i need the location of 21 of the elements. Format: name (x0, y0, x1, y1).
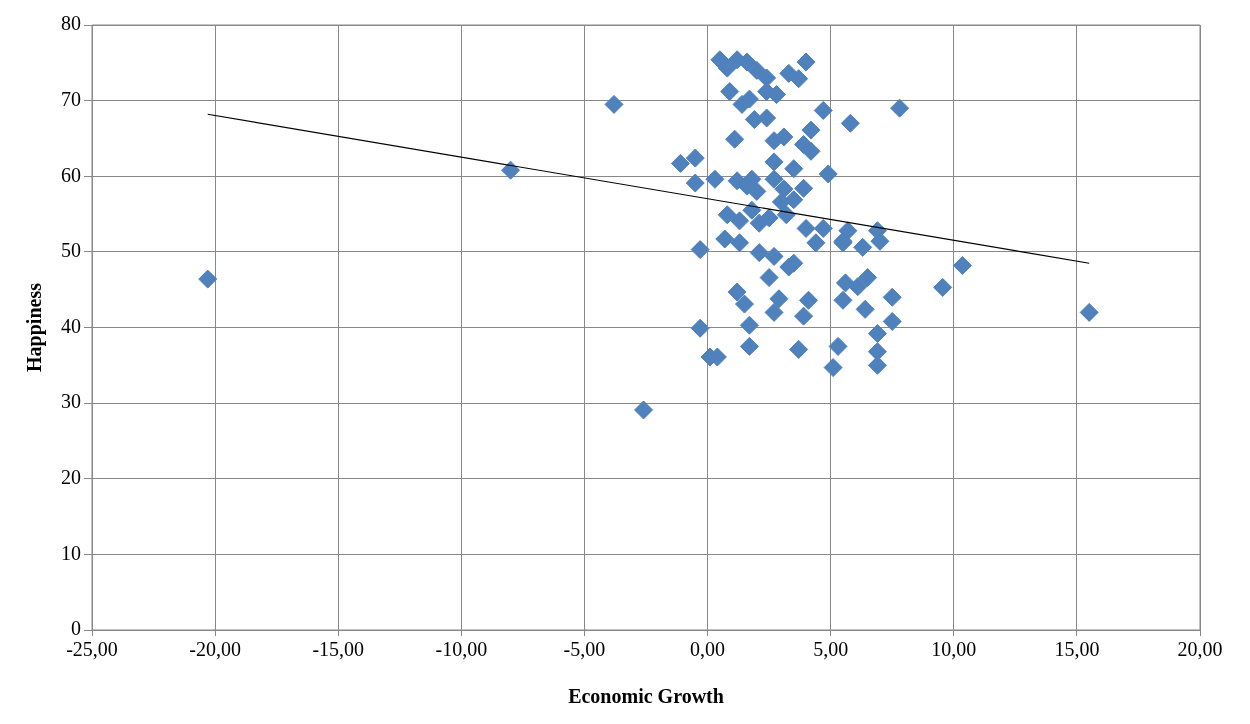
y-tick-label: 60 (61, 163, 81, 186)
y-tick-label: 80 (61, 12, 81, 35)
x-tick-label: 10,00 (931, 638, 977, 661)
y-tick-label: 30 (61, 390, 81, 413)
x-tick-label: 20,00 (1177, 638, 1223, 661)
y-tick-label: 40 (61, 314, 81, 337)
x-tick-label: 15,00 (1054, 638, 1100, 661)
y-tick-label: 10 (61, 541, 81, 564)
x-tick-label: -10,00 (435, 638, 488, 661)
x-tick-label: -5,00 (563, 638, 606, 661)
y-axis-title: Happiness (23, 282, 47, 372)
x-tick-label: -20,00 (189, 638, 241, 661)
y-tick-label: 50 (61, 239, 81, 262)
x-tick-label: -25,00 (66, 638, 118, 661)
y-tick-label: 0 (71, 617, 81, 640)
y-tick-label: 70 (61, 87, 81, 110)
y-tick-label: 20 (61, 466, 81, 488)
x-tick-label: 0,00 (690, 638, 726, 661)
x-tick-label: -15,00 (312, 638, 365, 661)
x-axis-title: Economic Growth (568, 685, 724, 708)
x-tick-label: 5,00 (813, 638, 849, 661)
